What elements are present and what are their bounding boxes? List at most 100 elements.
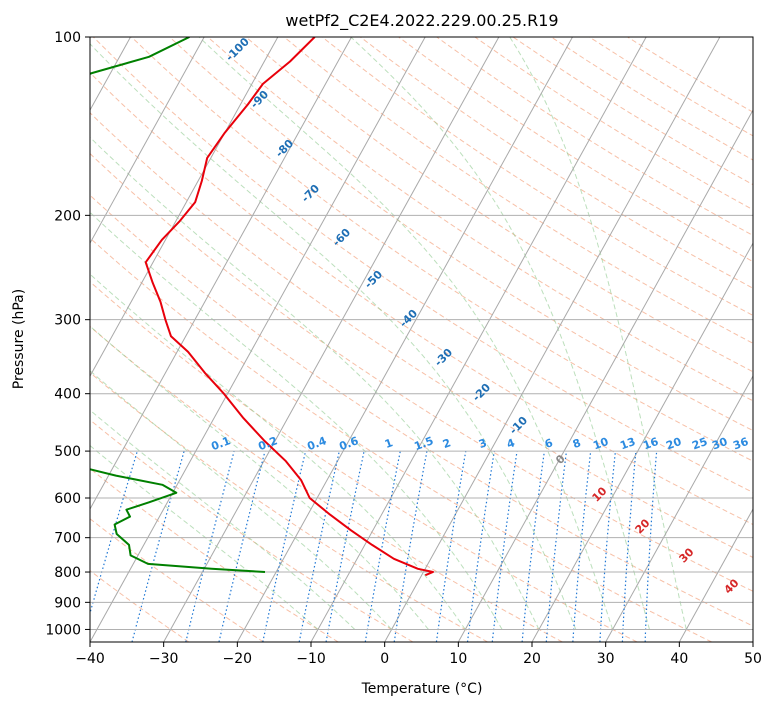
mixing-ratio-line [185,450,235,642]
mixing-ratio-label: 30 [710,435,729,453]
profile-line-1 [90,37,190,75]
isotherm-label: -60 [330,226,353,249]
mixing-ratio-line [599,451,616,642]
y-tick-label: 400 [54,387,81,403]
mixing-ratio-label: 13 [618,435,637,452]
profile-traces [90,37,434,577]
dry-adiabat [550,37,753,161]
mixing-ratio-label: 0.4 [305,434,328,453]
dry-adiabat [90,194,753,627]
isotherm [678,508,753,642]
x-tick-label: −40 [75,651,105,667]
mixing-ratio-label: 1.5 [412,434,435,453]
profile-line-2 [90,468,266,573]
y-tick-label: 500 [54,444,81,460]
isotherm-label: -90 [248,88,271,111]
isotherm [384,37,721,642]
mixing-ratio-label: 2 [441,436,453,451]
x-tick-label: 0 [380,651,389,667]
isotherm [163,37,500,642]
mixing-ratio-label: 16 [641,435,660,453]
dry-adiabat [90,325,563,642]
x-tick-label: 40 [670,651,688,667]
dry-adiabat [90,569,190,642]
y-tick-label: 100 [54,30,81,46]
mixing-ratio-line [262,450,307,642]
background-lines [90,37,753,642]
isotherm [236,37,573,642]
mixing-ratio-label: 0.6 [337,434,360,453]
y-tick-label: 900 [54,595,81,611]
moist-adiabat [198,37,614,630]
x-tick-label: −20 [223,651,253,667]
isotherm-label: -30 [432,346,455,369]
dry-adiabat [207,37,753,402]
mixing-ratio-label: 0.2 [256,434,279,453]
mixing-ratio-line [90,450,138,616]
x-tick-label: 10 [449,651,467,667]
dry-adiabat [245,37,753,373]
mixing-ratio-line [393,450,428,642]
mixing-ratio-line [621,451,637,642]
isotherm [752,640,753,642]
isotherm-label: -80 [273,137,296,160]
isotherm [90,37,279,378]
mixing-ratio-label: 0.1 [209,434,232,453]
x-tick-label: −10 [296,651,326,667]
x-tick-label: 20 [523,651,541,667]
isotherm-label: 10 [590,484,610,504]
isotherm [531,242,753,642]
moist-adiabat [90,273,466,630]
moist-adiabat [350,37,650,630]
y-tick-label: 1000 [45,622,81,638]
dry-adiabat [90,112,753,558]
moist-adiabat [90,211,503,630]
mixing-ratio-label: 4 [505,436,517,451]
moist-adiabat [90,444,319,630]
y-axis-label: Pressure (hPa) [11,289,27,389]
mixing-ratio-line [435,450,467,642]
x-axis-label: Temperature (°C) [361,681,483,697]
dry-adiabat [90,371,488,642]
dry-adiabat [90,419,414,642]
mixing-ratio-label: 25 [690,435,709,452]
isotherm [90,37,352,511]
chart-title: wetPf2_C2E4.2022.229.00.25.R19 [285,11,558,31]
moist-adiabat [90,43,577,630]
x-axis: −40 −30 −20 −10 0 10 20 30 40 50 [75,642,762,667]
mixing-ratio-label: 20 [664,435,683,453]
isotherm-label: -50 [362,268,385,291]
dry-adiabat [321,37,753,316]
isotherm [310,37,647,642]
isotherm-label: -40 [397,307,420,330]
mixing-ratio-label: 10 [591,435,610,453]
pressure-grid [90,37,753,630]
dry-adiabat [92,37,753,494]
mixing-ratio-line [545,451,568,642]
moist-adiabat [90,136,540,630]
isotherm-label: 30 [677,545,697,565]
dry-adiabat [90,467,339,642]
mixing-ratio-label: 6 [543,436,555,451]
profile-line-0 [144,37,434,577]
dry-adiabat [90,281,638,642]
isotherm-label: 20 [633,516,653,536]
isotherm [605,375,753,642]
y-tick-label: 300 [54,313,81,329]
mixing-ratio-line [491,451,518,642]
mixing-ratio-line [572,451,592,642]
isotherm [457,109,753,642]
x-tick-label: 30 [597,651,615,667]
mixing-ratio-label: 1 [383,436,395,451]
moist-adiabat [509,37,687,630]
mixing-ratio-line [466,451,495,642]
y-tick-label: 600 [54,491,81,507]
moist-adiabat [90,325,429,630]
mixing-ratio-line [521,451,545,642]
moist-adiabat [90,370,392,630]
mixing-ratio-label: 36 [731,435,750,453]
y-tick-label: 800 [54,565,81,581]
dry-adiabat [90,152,753,592]
isotherm [90,37,205,245]
dry-adiabat [90,237,712,642]
